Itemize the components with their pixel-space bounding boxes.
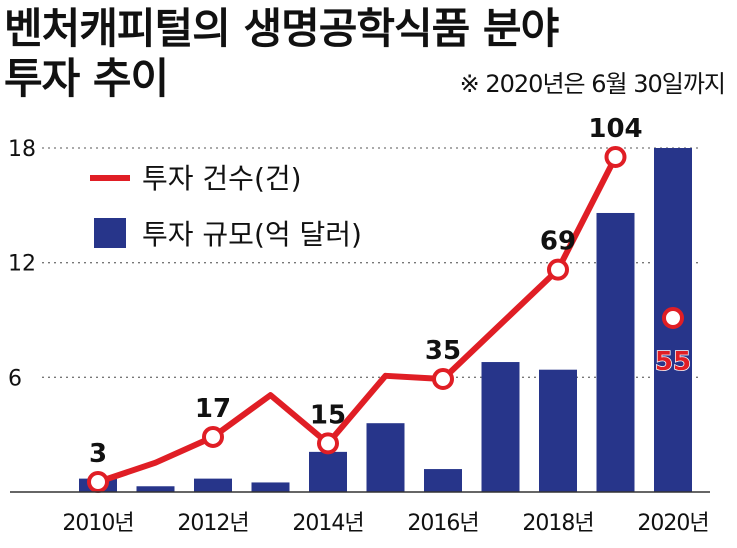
y-tick-label: 12: [8, 252, 36, 277]
x-tick-label: 2012년: [177, 511, 248, 536]
line-point: [604, 146, 627, 168]
line-point: [202, 425, 224, 448]
bar: [194, 478, 232, 492]
line-point: [432, 368, 454, 391]
bar: [136, 486, 175, 492]
legend-label-count: 투자 건수(건): [142, 162, 302, 195]
bar: [366, 423, 405, 492]
line-point: [547, 258, 569, 281]
bar: [596, 212, 635, 492]
bar: [539, 369, 577, 492]
legend-label-amount: 투자 규모(억 달러): [142, 218, 362, 251]
point-label: 55: [655, 347, 691, 377]
legend-bar-swatch: [94, 218, 126, 248]
chart-title-line2: 투자 추이: [4, 54, 169, 103]
y-tick-label: 6: [8, 366, 22, 391]
line-point: [662, 307, 684, 329]
x-tick-label: 2014년: [292, 511, 363, 536]
bar: [251, 482, 290, 492]
line-point: [87, 471, 109, 493]
bar: [309, 451, 347, 492]
x-tick-label: 2016년: [407, 511, 478, 536]
bar: [481, 362, 520, 492]
line-path: [97, 155, 619, 485]
data-labels: 3 17 15 35 69 104 55: [89, 114, 692, 469]
chart-title-line1: 벤처캐피털의 생명공학식품 분야: [4, 4, 559, 53]
bar: [424, 469, 462, 492]
y-tick-label: 18: [8, 137, 36, 162]
x-tick-label: 2020년: [637, 511, 708, 536]
point-label: 35: [425, 336, 461, 366]
legend: 투자 건수(건) 투자 규모(억 달러): [90, 162, 362, 251]
point-label: 15: [310, 400, 346, 430]
point-label: 104: [588, 114, 642, 144]
line-point: [317, 432, 339, 455]
line-series: [87, 146, 684, 493]
point-label: 17: [195, 394, 231, 424]
x-tick-label: 2010년: [62, 511, 133, 536]
axes: 6 12 18 2010년 2012년 2014년 2016년 2018년 2020년: [8, 137, 710, 536]
date-note: ※ 2020년은 6월 30일까지: [459, 70, 726, 98]
bar-series: [79, 148, 692, 492]
grid-lines: [42, 147, 700, 378]
point-label: 69: [540, 227, 576, 257]
x-tick-label: 2018년: [522, 511, 593, 536]
point-label: 3: [89, 439, 107, 469]
